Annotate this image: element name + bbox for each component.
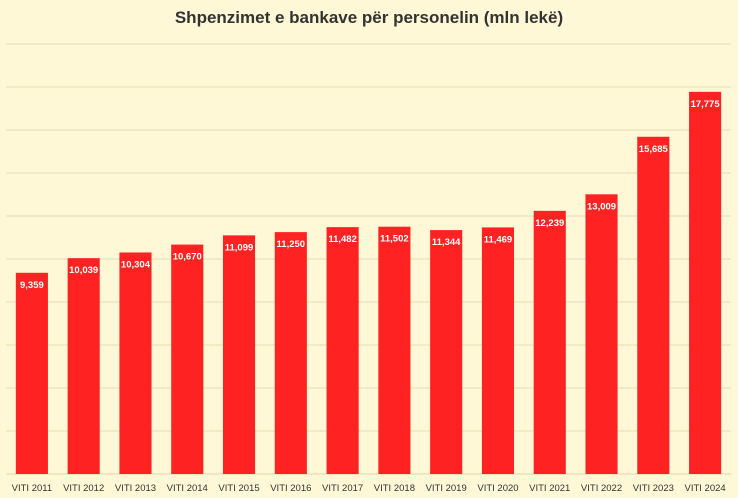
- x-tick-label: VITI 2020: [477, 483, 518, 494]
- x-tick-label: VITI 2022: [581, 483, 622, 494]
- bar: [430, 230, 463, 474]
- x-tick-label: VITI 2018: [374, 483, 415, 494]
- data-label: 15,685: [639, 144, 669, 155]
- bar: [171, 244, 204, 474]
- data-label: 11,344: [432, 237, 461, 248]
- gridlines: [6, 43, 731, 475]
- x-tick-label: VITI 2015: [218, 483, 259, 494]
- data-label: 11,250: [277, 239, 306, 250]
- chart-title: Shpenzimet e bankave për personelin (mln…: [174, 8, 564, 27]
- data-label: 11,482: [328, 234, 357, 245]
- x-tick-label: VITI 2017: [322, 483, 363, 494]
- x-tick-label: VITI 2021: [529, 483, 570, 494]
- bar: [15, 272, 48, 474]
- bar: [119, 252, 152, 474]
- x-tick-label: VITI 2011: [12, 483, 53, 494]
- bar: [481, 227, 515, 474]
- x-tick-label: VITI 2016: [270, 483, 311, 494]
- bar: [326, 227, 359, 474]
- x-tick-label: VITI 2012: [63, 483, 104, 494]
- data-label: 11,099: [225, 242, 254, 253]
- bar: [222, 235, 256, 474]
- data-label: 9,359: [20, 280, 44, 291]
- bar: [689, 91, 722, 475]
- bar: [274, 232, 307, 474]
- data-label: 10,670: [173, 252, 202, 263]
- x-tick-label: VITI 2019: [426, 483, 467, 494]
- data-label: 10,039: [69, 265, 98, 276]
- bars: [15, 91, 722, 475]
- data-label: 13,009: [587, 201, 616, 212]
- bar: [585, 194, 618, 474]
- data-labels: 9,359 10,039 10,304 10,670 11,099 11,250 11,48…: [20, 99, 720, 291]
- data-label: 17,775: [691, 99, 721, 110]
- x-tick-label: VITI 2024: [685, 483, 726, 494]
- x-tick-label: VITI 2014: [167, 483, 208, 494]
- bar: [637, 136, 670, 474]
- bar: [378, 226, 411, 474]
- bar: [533, 210, 566, 474]
- data-label: 10,304: [121, 259, 151, 270]
- data-label: 12,239: [535, 218, 564, 229]
- x-tick-label: VITI 2023: [633, 483, 674, 494]
- bar: [67, 258, 100, 474]
- data-label: 11,502: [380, 234, 409, 245]
- x-tick-label: VITI 2013: [115, 483, 156, 494]
- data-label: 11,469: [484, 234, 513, 245]
- x-tick-labels: VITI 2011 VITI 2012 VITI 2013 VITI 2014 VITI…: [12, 483, 726, 494]
